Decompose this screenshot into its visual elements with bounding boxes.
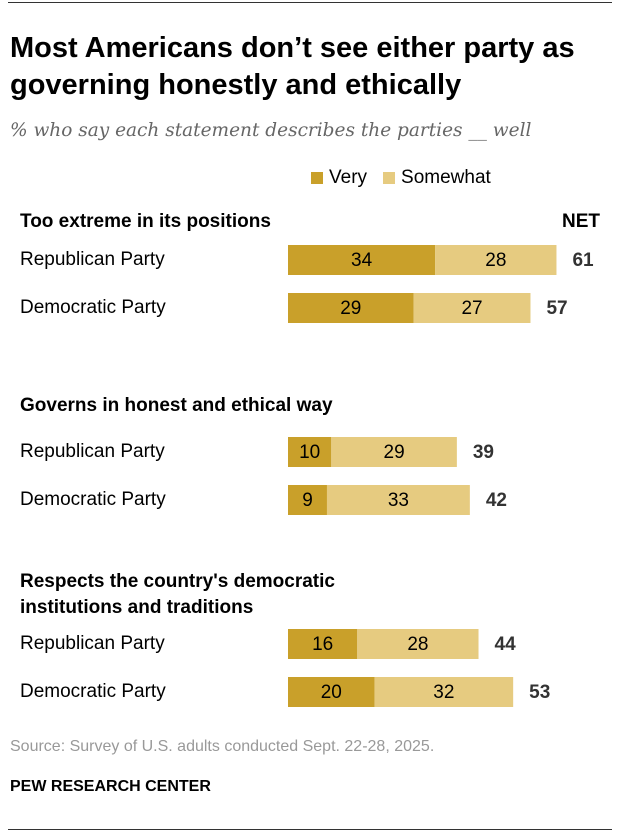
value-somewhat-g3-r2: 32 (433, 682, 454, 703)
value-very-g3-r2: 20 (321, 682, 342, 703)
legend-swatch-somewhat (383, 172, 396, 184)
organization-name: PEW RESEARCH CENTER (10, 778, 211, 795)
value-somewhat-g1-r1: 28 (485, 250, 506, 271)
value-net-g1-r1: 61 (572, 250, 594, 271)
legend-label-very: Very (329, 167, 368, 188)
top-rule (8, 2, 612, 3)
legend: Very Somewhat (311, 166, 507, 190)
chart-subtitle: % who say each statement describes the p… (10, 120, 532, 141)
value-very-g2-r1: 10 (299, 442, 320, 463)
group-title-line: institutions and traditions (20, 597, 253, 618)
value-very-g1-r1: 34 (351, 250, 373, 271)
value-somewhat-g2-r1: 29 (384, 442, 405, 463)
group-title-1: Too extreme in its positions (20, 211, 271, 232)
row-label-g1-r1: Republican Party (20, 249, 165, 270)
bar-very-g3-r1 (288, 629, 358, 659)
row-label-g2-r1: Republican Party (20, 441, 165, 462)
net-header: NET (562, 211, 600, 232)
bar-somewhat-g1-r2 (413, 293, 531, 323)
value-net-g3-r1: 44 (495, 634, 517, 655)
value-very-g1-r2: 29 (340, 298, 361, 319)
legend-item-somewhat: Somewhat (383, 167, 491, 189)
bar-very-g2-r1 (288, 437, 332, 467)
bar-somewhat-g1-r1 (435, 245, 557, 275)
row-label-g2-r2: Democratic Party (20, 489, 166, 510)
value-very-g3-r1: 16 (312, 634, 333, 655)
value-net-g1-r2: 57 (546, 298, 567, 319)
group-title-line: Respects the country's democratic (20, 571, 335, 592)
legend-swatch-very (311, 172, 323, 184)
group-title-line: Governs in honest and ethical way (20, 395, 333, 416)
row-label-g3-r1: Republican Party (20, 633, 165, 654)
value-very-g2-r2: 9 (302, 490, 313, 511)
bar-very-g1-r2 (288, 293, 414, 323)
value-net-g2-r1: 39 (473, 442, 494, 463)
bar-somewhat-g2-r2 (326, 485, 470, 515)
legend-label-somewhat: Somewhat (401, 167, 491, 188)
value-somewhat-g3-r1: 28 (407, 634, 428, 655)
bottom-rule (8, 829, 612, 830)
bar-very-g1-r1 (288, 245, 436, 275)
group-title-2: Governs in honest and ethical way (20, 395, 333, 416)
value-net-g2-r2: 42 (486, 490, 507, 511)
bar-somewhat-g3-r2 (374, 677, 514, 707)
bar-somewhat-g3-r1 (357, 629, 479, 659)
value-net-g3-r2: 53 (529, 682, 550, 703)
legend-item-very: Very (311, 167, 367, 189)
group-title-line: Too extreme in its positions (20, 211, 271, 232)
row-label-g1-r2: Democratic Party (20, 297, 166, 318)
row-label-g3-r2: Democratic Party (20, 681, 166, 702)
source-note: Source: Survey of U.S. adults conducted … (10, 738, 435, 755)
chart-title: Most Americans don’t see either party as… (10, 32, 575, 101)
value-somewhat-g1-r2: 27 (461, 298, 482, 319)
bar-somewhat-g2-r1 (331, 437, 457, 467)
bar-chart: NET Too extreme in its positions Republica… (20, 211, 600, 707)
bar-very-g3-r2 (288, 677, 375, 707)
bar-very-g2-r2 (288, 485, 327, 515)
value-somewhat-g2-r2: 33 (388, 490, 409, 511)
group-title-3: Respects the country's democratic institu… (20, 571, 335, 618)
